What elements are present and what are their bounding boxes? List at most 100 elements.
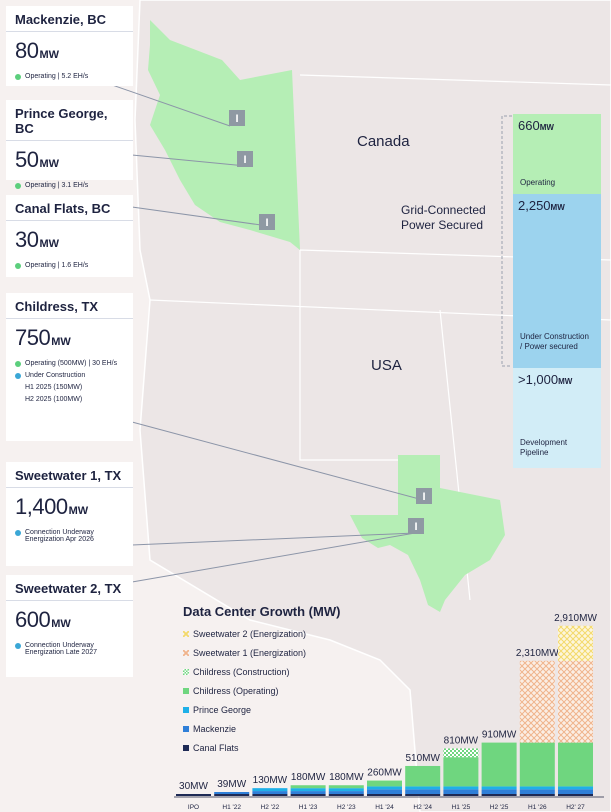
status-dot-icon [15, 263, 21, 269]
texas-shape [350, 455, 505, 612]
grid-bracket [501, 115, 512, 367]
power-bar-operating: 660MW Operating [513, 114, 601, 194]
site-status: Operating (500MW) | 30 EH/s [15, 360, 125, 367]
bar-segment [519, 742, 555, 787]
bar-segment [367, 794, 402, 796]
bar-segment [481, 786, 517, 790]
site-marker-icons [229, 110, 432, 534]
bar-total-label: 130MW [253, 775, 288, 786]
legend-item: Childress (Operating) [183, 681, 306, 700]
site-status: Under Construction [15, 372, 125, 379]
grid-label-line2: Power Secured [401, 218, 484, 232]
site-title: Sweetwater 1, TX [15, 468, 122, 483]
status-dot-icon [15, 643, 21, 649]
bar-segment [558, 786, 593, 790]
bar-segment [214, 794, 250, 796]
grid-label-line1: Grid-Connected [401, 203, 486, 217]
bar-total-label: 810MW [444, 735, 479, 746]
bar-segment [328, 791, 364, 794]
status-dot-icon [15, 373, 21, 379]
svg-text:I: I [235, 113, 238, 125]
seg-value: >1,000MW [518, 372, 573, 387]
bar-segment [328, 788, 364, 792]
bar-total-label: 2,910MW [554, 613, 597, 624]
legend-label: Sweetwater 1 (Energization) [193, 647, 307, 658]
status-dot-icon [15, 361, 21, 367]
bar-total-label: 2,310MW [516, 648, 559, 659]
category-label: H1 '24 [375, 804, 394, 811]
bar-segment [405, 765, 441, 787]
grid-connected-label: Grid-Connected Power Secured [401, 203, 486, 233]
site-status: Operating | 3.1 EH/s [15, 182, 125, 189]
divider [6, 600, 133, 601]
site-marker-icon [229, 110, 245, 126]
legend-swatch-icon [183, 668, 189, 675]
bar-segment [558, 660, 593, 743]
bar-segment [481, 742, 517, 787]
site-status: Operating | 5.2 EH/s [15, 73, 125, 80]
site-card-mackenzie: Mackenzie, BC 80MW Operating | 5.2 EH/s [6, 6, 133, 86]
site-card-sweetwater-2: Sweetwater 2, TX 600MW Connection Underw… [6, 575, 133, 677]
legend-item: Mackenzie [183, 719, 306, 738]
site-title: Sweetwater 2, TX [15, 581, 122, 596]
site-marker-icon [259, 214, 275, 230]
power-bar-pipeline: >1,000MW Development Pipeline [513, 368, 601, 468]
divider [6, 318, 133, 319]
bar-segment [481, 794, 517, 796]
category-label: H2 '23 [337, 804, 356, 811]
site-capacity: 30MW [15, 227, 60, 252]
site-capacity: 50MW [15, 147, 60, 172]
site-marker-icon [408, 518, 424, 534]
status-dot-icon [15, 74, 21, 80]
legend-label: Prince George [193, 704, 252, 715]
bar-segment [443, 748, 479, 758]
category-label: H1 '22 [222, 804, 241, 811]
legend-swatch-icon [183, 630, 189, 637]
legend-swatch-icon [183, 725, 189, 732]
site-status: Operating | 1.6 EH/s [15, 262, 125, 269]
legend-swatch-icon [183, 706, 189, 713]
bar-segment [519, 789, 555, 794]
chart-title: Data Center Growth (MW) [183, 604, 341, 619]
seg-value: 660MW [518, 118, 554, 133]
legend-swatch-icon [183, 744, 189, 751]
category-label: H1 '26 [528, 804, 547, 811]
category-label: IPO [188, 804, 199, 811]
category-label: H1 '25 [452, 804, 471, 811]
site-card-childress: Childress, TX 750MW Operating (500MW) | … [6, 293, 133, 441]
svg-text:I: I [422, 491, 425, 503]
bar-segment [519, 786, 555, 790]
seg-label: Under Construction / Power secured [520, 332, 589, 351]
divider [6, 487, 133, 488]
site-title: Canal Flats, BC [15, 201, 111, 216]
bar-segment [405, 786, 441, 790]
seg-label: Operating [520, 178, 556, 187]
bar-segment [519, 660, 555, 743]
bar-total-label: 180MW [291, 772, 326, 783]
site-capacity: 80MW [15, 38, 60, 63]
power-bar-under-construction: 2,250MW Under Construction / Power secur… [513, 194, 601, 368]
bar-total-label: 30MW [179, 781, 208, 792]
bar-segment [558, 794, 593, 796]
site-capacity: 600MW [15, 607, 71, 632]
bar-total-label: 260MW [367, 768, 402, 779]
bar-segment [405, 789, 441, 794]
site-connectors [94, 78, 424, 583]
bar-segment [328, 794, 364, 796]
bar-segment [214, 792, 250, 794]
site-phase: H1 2025 (150MW) [25, 384, 83, 391]
svg-text:I: I [414, 521, 417, 533]
bar-segment [558, 742, 593, 787]
divider [6, 220, 133, 221]
site-card-canal-flats: Canal Flats, BC 30MW Operating | 1.6 EH/… [6, 195, 133, 277]
site-phase: H2 2025 (100MW) [25, 396, 83, 403]
bar-segment [558, 789, 593, 794]
site-status: Connection Underway Energization Apr 202… [15, 529, 125, 543]
usa-label: USA [371, 357, 402, 374]
bar-segment [443, 789, 479, 794]
bar-segment [367, 789, 402, 794]
legend-item: Childress (Construction) [183, 662, 306, 681]
bar-total-label: 180MW [329, 772, 364, 783]
bar-total-label: 39MW [217, 779, 246, 790]
